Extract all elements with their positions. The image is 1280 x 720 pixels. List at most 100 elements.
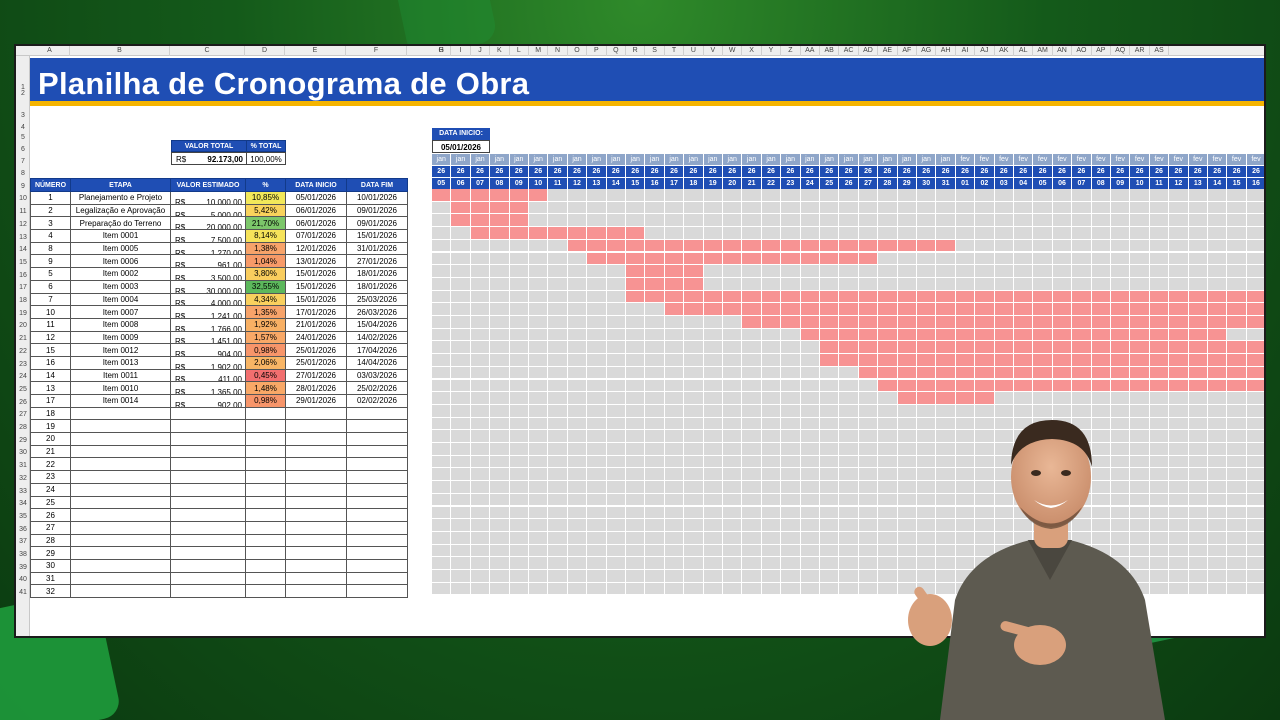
- cell-data-fim[interactable]: 09/01/2026: [346, 203, 408, 218]
- gantt-cell[interactable]: [509, 430, 528, 442]
- gantt-cell[interactable]: [1188, 303, 1207, 315]
- gantt-cell[interactable]: [626, 481, 645, 493]
- gantt-cell[interactable]: [470, 557, 490, 569]
- cell-empty[interactable]: [285, 546, 347, 560]
- gantt-cell[interactable]: [509, 443, 528, 455]
- gantt-cell[interactable]: [878, 417, 897, 430]
- gantt-cell[interactable]: [548, 328, 567, 341]
- gantt-cell[interactable]: [1208, 455, 1227, 468]
- gantt-cell[interactable]: [800, 277, 819, 290]
- gantt-cell[interactable]: [548, 354, 567, 366]
- cell-percent[interactable]: 0,98%: [245, 343, 286, 357]
- row-number[interactable]: 1: [21, 84, 25, 91]
- cell-data-inicio[interactable]: 28/01/2026: [285, 381, 347, 395]
- gantt-cell[interactable]: [1111, 366, 1130, 379]
- gantt-cell[interactable]: [839, 443, 858, 455]
- gantt-cell[interactable]: [1169, 417, 1188, 430]
- gantt-cell[interactable]: [936, 214, 955, 227]
- gantt-cell[interactable]: [548, 404, 567, 417]
- gantt-cell[interactable]: [703, 443, 722, 455]
- gantt-cell[interactable]: [994, 417, 1013, 430]
- gantt-cell[interactable]: [587, 506, 606, 519]
- cell-numero[interactable]: 12: [30, 330, 71, 345]
- gantt-cell[interactable]: [897, 404, 916, 417]
- gantt-cell[interactable]: [626, 417, 645, 430]
- gantt-cell[interactable]: [1188, 265, 1207, 277]
- gantt-cell[interactable]: [1111, 252, 1130, 265]
- gantt-cell[interactable]: [761, 519, 781, 531]
- gantt-cell[interactable]: [975, 404, 994, 417]
- column-letter[interactable]: O: [568, 46, 588, 56]
- cell-numero[interactable]: 22: [30, 457, 71, 472]
- gantt-cell[interactable]: [800, 316, 819, 328]
- row-number[interactable]: 28: [19, 424, 27, 431]
- gantt-cell[interactable]: [470, 531, 490, 544]
- gantt-cell[interactable]: [626, 379, 645, 392]
- gantt-cell[interactable]: [626, 239, 645, 252]
- gantt-cell[interactable]: [529, 443, 548, 455]
- cell-percent[interactable]: 3,80%: [245, 267, 286, 281]
- gantt-cell[interactable]: [1208, 493, 1227, 506]
- gantt-cell[interactable]: [1091, 366, 1110, 379]
- gantt-cell[interactable]: [470, 239, 490, 252]
- gantt-cell[interactable]: [1130, 417, 1149, 430]
- gantt-cell[interactable]: [490, 404, 509, 417]
- gantt-cell[interactable]: [684, 557, 703, 569]
- gantt-cell[interactable]: [1130, 443, 1149, 455]
- gantt-cell[interactable]: [858, 481, 878, 493]
- gantt-cell[interactable]: [490, 392, 509, 404]
- gantt-cell[interactable]: [432, 239, 451, 252]
- gantt-cell[interactable]: [742, 341, 761, 354]
- cell-numero[interactable]: 9: [30, 254, 71, 269]
- cell-etapa[interactable]: Item 0009: [70, 330, 171, 345]
- gantt-cell[interactable]: [1130, 557, 1149, 569]
- gantt-cell[interactable]: [490, 570, 509, 582]
- gantt-cell[interactable]: [1227, 328, 1246, 341]
- gantt-cell[interactable]: [1208, 316, 1227, 328]
- gantt-cell[interactable]: [432, 557, 451, 569]
- cell-etapa[interactable]: Item 0014: [70, 394, 171, 408]
- gantt-cell[interactable]: [955, 570, 975, 582]
- gantt-cell[interactable]: [664, 506, 684, 519]
- gantt-cell[interactable]: [897, 430, 916, 442]
- gantt-cell[interactable]: [470, 468, 490, 481]
- gantt-cell[interactable]: [858, 455, 878, 468]
- gantt-cell[interactable]: [1149, 443, 1169, 455]
- gantt-cell[interactable]: [1130, 214, 1149, 227]
- gantt-cell[interactable]: [567, 443, 587, 455]
- gantt-cell[interactable]: [645, 328, 664, 341]
- gantt-cell[interactable]: [1014, 265, 1033, 277]
- gantt-cell[interactable]: [529, 557, 548, 569]
- gantt-cell[interactable]: [626, 214, 645, 227]
- gantt-cell[interactable]: [1091, 354, 1110, 366]
- cell-empty[interactable]: [245, 558, 286, 573]
- gantt-cell[interactable]: [1091, 189, 1110, 201]
- gantt-cell[interactable]: [897, 252, 916, 265]
- cell-numero[interactable]: 17: [30, 394, 71, 408]
- column-letter[interactable]: AA: [801, 46, 820, 56]
- gantt-cell[interactable]: [936, 366, 955, 379]
- cell-empty[interactable]: [346, 432, 408, 446]
- gantt-cell[interactable]: [858, 544, 878, 557]
- gantt-cell[interactable]: [451, 481, 470, 493]
- gantt-cell[interactable]: [858, 519, 878, 531]
- gantt-cell[interactable]: [897, 519, 916, 531]
- gantt-cell[interactable]: [432, 366, 451, 379]
- gantt-cell[interactable]: [1227, 265, 1246, 277]
- cell-empty[interactable]: [346, 571, 408, 586]
- gantt-cell[interactable]: [975, 544, 994, 557]
- gantt-cell[interactable]: [723, 354, 742, 366]
- row-number[interactable]: 8: [21, 170, 25, 177]
- gantt-cell[interactable]: [742, 227, 761, 239]
- gantt-cell[interactable]: [742, 303, 761, 315]
- gantt-cell[interactable]: [858, 316, 878, 328]
- cell-etapa[interactable]: Item 0012: [70, 343, 171, 357]
- gantt-cell[interactable]: [703, 239, 722, 252]
- gantt-cell[interactable]: [820, 404, 839, 417]
- gantt-cell[interactable]: [529, 328, 548, 341]
- gantt-cell[interactable]: [800, 201, 819, 214]
- gantt-cell[interactable]: [587, 328, 606, 341]
- gantt-cell[interactable]: [761, 557, 781, 569]
- gantt-cell[interactable]: [626, 519, 645, 531]
- gantt-cell[interactable]: [509, 277, 528, 290]
